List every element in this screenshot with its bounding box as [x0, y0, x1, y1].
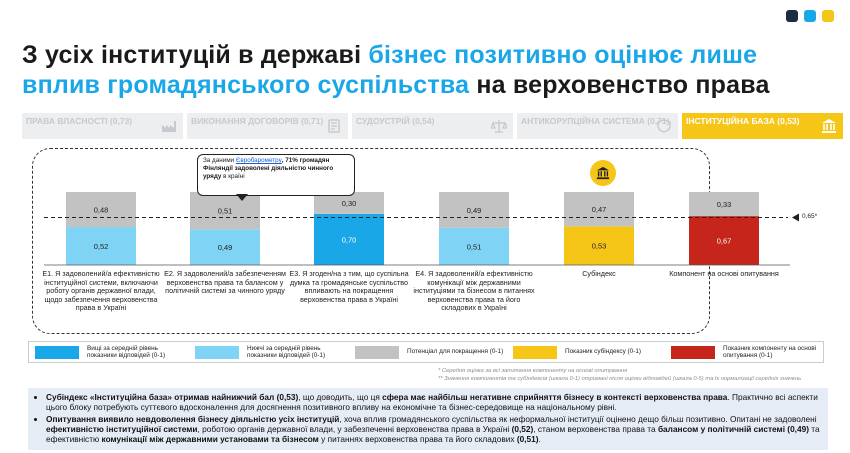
category-label-3: E3. Я згоден/на з тим, що суспільна думк… [289, 269, 409, 304]
tab-contract-enforcement[interactable]: ВИКОНАННЯ ДОГОВОРІВ (0,71) [187, 113, 348, 139]
legend-item-lower: Нижчі за середній рівень показники відпо… [189, 342, 349, 362]
logo-square-blue [804, 10, 816, 22]
bar-5-value [564, 226, 634, 265]
tab-label: СУДОУСТРІЙ (0,54) [356, 116, 435, 126]
scales-icon [490, 119, 508, 133]
legend: Вищі за середній рівень показники відпов… [28, 341, 824, 363]
tab-label: АНТИКОРУПЦІЙНА СИСТЕМА (0,71) [521, 116, 670, 126]
shield-icon [656, 119, 672, 133]
summary-list: Субіндекс «Інституційна база» отримав на… [34, 392, 822, 444]
bar-4-value-label: 0,51 [467, 242, 482, 251]
category-label-4: E4. Я задоволений/а ефективністю комунік… [413, 269, 535, 313]
callout-bold: , 71% громадян Фінляндії задоволені діял… [203, 157, 334, 180]
tab-property-rights[interactable]: ПРАВА ВЛАСНОСТІ (0,73) [22, 113, 183, 139]
summary-bullet-2: Опитування виявило невдоволення бізнесу … [46, 414, 822, 444]
bar-6-value [689, 216, 759, 265]
bar-4-value [439, 227, 509, 265]
eurobarometer-link[interactable]: Євробарометру [235, 157, 282, 164]
legend-label: Показник субіндексу (0-1) [565, 348, 642, 356]
callout-tail [236, 194, 248, 201]
tab-label: ВИКОНАННЯ ДОГОВОРІВ (0,71) [191, 116, 324, 126]
page-title: З усіх інституцій в державі бізнес позит… [22, 40, 822, 100]
legend-item-higher: Вищі за середній рівень показники відпов… [29, 342, 189, 362]
legend-swatch [35, 345, 79, 359]
callout-prefix: За даними [203, 157, 236, 164]
legend-item-subindex: Показник субіндексу (0-1) [507, 342, 665, 362]
bar-3-value-label: 0,70 [342, 235, 357, 244]
bar-5-potential-label: 0,47 [592, 205, 607, 214]
bar-2-potential-label: 0,51 [218, 207, 233, 216]
bar-3-potential [314, 192, 384, 214]
bar-2-value [190, 229, 260, 265]
bar-2-potential [190, 192, 260, 230]
legend-swatch [671, 345, 715, 359]
bar-5-potential [564, 192, 634, 227]
bar-1-potential-label: 0,48 [94, 206, 109, 215]
tab-institutional-base[interactable]: ІНСТИТУЦІЙНА БАЗА (0,53) [682, 113, 843, 139]
bar-6-potential [689, 192, 759, 217]
brand-logo [786, 10, 834, 22]
factory-icon [161, 119, 177, 133]
legend-label: Нижчі за середній рівень показники відпо… [247, 344, 326, 360]
logo-square-yellow [822, 10, 834, 22]
reference-line-arrow [792, 213, 799, 222]
legend-swatch [355, 345, 399, 359]
bar-4-potential-label: 0,49 [467, 206, 482, 215]
bar-1-potential [66, 192, 136, 228]
category-label-1: E1. Я задоволений/а ефективністю інститу… [42, 269, 160, 313]
subindex-tabs: ПРАВА ВЛАСНОСТІ (0,73) ВИКОНАННЯ ДОГОВОР… [22, 113, 847, 139]
institution-icon [821, 119, 837, 133]
bar-3-value [314, 213, 384, 265]
title-part-3: на верховенство права [469, 71, 770, 99]
footnotes: * Середня оцінка за всі запитання компон… [438, 368, 848, 383]
institution-icon [590, 160, 616, 186]
category-label-5: Субіндекс [582, 269, 616, 278]
bar-5-value-label: 0,53 [592, 242, 607, 251]
bar-2-value-label: 0,49 [218, 243, 233, 252]
title-part-2: бізнес позитивно оцінює лише вплив грома… [22, 41, 758, 99]
title-part-1: З усіх інституцій в державі [22, 41, 369, 69]
contract-icon [326, 119, 342, 133]
legend-item-component: Показник компоненту на основі опитування… [665, 342, 823, 362]
bar-4-potential [439, 192, 509, 228]
eurobarometer-callout: За даними Євробарометру, 71% громадян Фі… [197, 154, 355, 196]
footnote-2: ** Значення компонентів та субіндексів (… [438, 375, 802, 382]
bar-6-potential-label: 0,33 [717, 200, 732, 209]
tab-label: ІНСТИТУЦІЙНА БАЗА (0,53) [686, 116, 800, 126]
legend-label: Вищі за середній рівень показники відпов… [87, 344, 166, 360]
tab-anticorruption[interactable]: АНТИКОРУПЦІЙНА СИСТЕМА (0,71) [517, 113, 678, 139]
tab-label: ПРАВА ВЛАСНОСТІ (0,73) [26, 116, 133, 126]
bar-1-value [66, 227, 136, 265]
category-label-6: Компонент на основі опитування [669, 269, 779, 278]
legend-swatch [513, 345, 557, 359]
summary-bullet-1: Субіндекс «Інституційна база» отримав на… [46, 392, 822, 412]
summary-box: Субіндекс «Інституційна база» отримав на… [28, 388, 828, 450]
bar-6-value-label: 0,67 [717, 237, 732, 246]
bar-1-value-label: 0,52 [94, 242, 109, 251]
legend-label: Потенціал для покращення (0-1) [407, 348, 504, 356]
tab-judiciary[interactable]: СУДОУСТРІЙ (0,54) [352, 113, 513, 139]
logo-square-dark [786, 10, 798, 22]
footnote-1: * Середня оцінка за всі запитання компон… [438, 368, 628, 374]
callout-suffix: в країні [221, 173, 245, 180]
legend-swatch [195, 345, 239, 359]
reference-line-label: 0,65* [802, 213, 818, 220]
legend-item-potential: Потенціал для покращення (0-1) [349, 342, 507, 362]
legend-label: Показник компоненту на основі опитування… [723, 344, 817, 360]
bar-3-potential-label: 0,30 [342, 199, 357, 208]
category-label-2: E2. Я задоволений/а забезпеченням верхов… [164, 269, 286, 296]
